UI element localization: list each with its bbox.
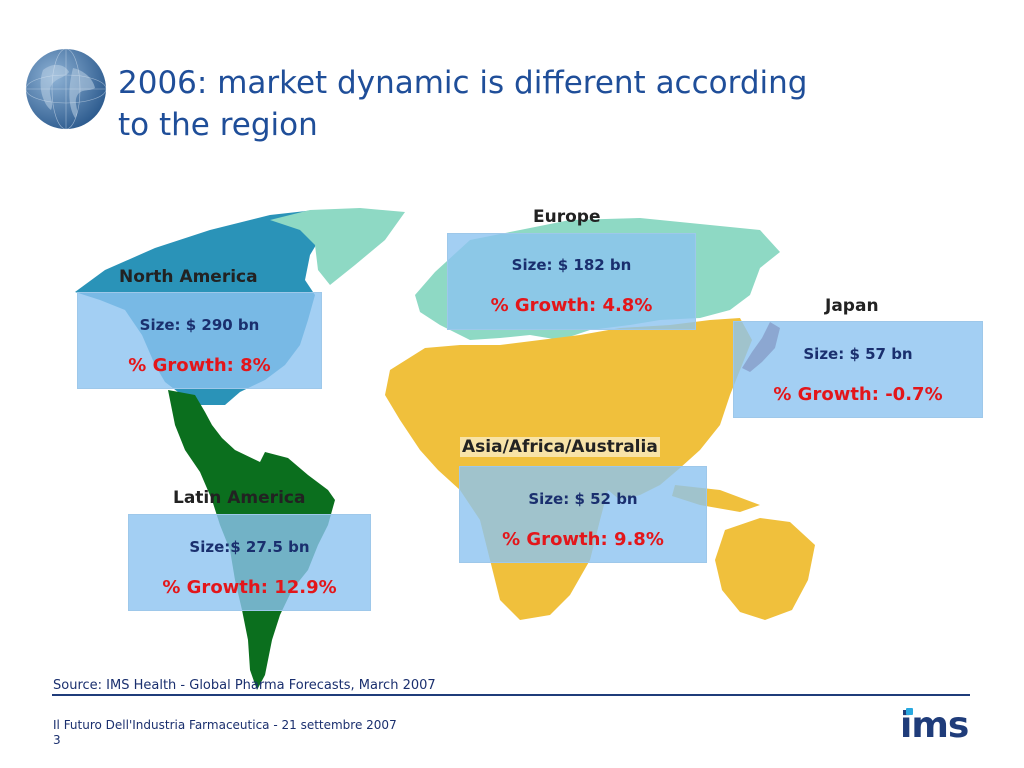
latin-america-growth: % Growth: 12.9% <box>162 577 337 598</box>
ims-logo-dot <box>906 708 913 715</box>
europe-info-box: Size: $ 182 bn % Growth: 4.8% <box>447 233 696 330</box>
source-note: Source: IMS Health - Global Pharma Forec… <box>53 678 436 693</box>
japan-growth: % Growth: -0.7% <box>773 384 943 405</box>
label-japan: Japan <box>825 296 879 316</box>
label-latin-america: Latin America <box>173 488 306 508</box>
latin-america-size: Size:$ 27.5 bn <box>189 538 310 556</box>
label-asia-africa-australia: Asia/Africa/Australia <box>460 437 660 457</box>
latin-america-info-box: Size:$ 27.5 bn % Growth: 12.9% <box>128 514 371 611</box>
asia-africa-australia-info-box: Size: $ 52 bn % Growth: 9.8% <box>459 466 707 563</box>
north-america-growth: % Growth: 8% <box>128 355 271 376</box>
asia-africa-australia-size: Size: $ 52 bn <box>528 490 638 508</box>
globe-icon <box>25 48 107 130</box>
north-america-size: Size: $ 290 bn <box>139 316 260 334</box>
footer-divider <box>52 694 970 696</box>
greenland-region <box>270 208 405 285</box>
australia-region <box>715 518 815 620</box>
north-america-info-box: Size: $ 290 bn % Growth: 8% <box>77 292 322 389</box>
asia-africa-australia-growth: % Growth: 9.8% <box>502 529 664 550</box>
slide-title: 2006: market dynamic is different accord… <box>118 65 808 143</box>
footer-text: Il Futuro Dell'Industria Farmaceutica - … <box>53 718 397 732</box>
japan-size: Size: $ 57 bn <box>803 345 913 363</box>
label-north-america: North America <box>119 267 258 287</box>
europe-size: Size: $ 182 bn <box>511 256 632 274</box>
label-europe: Europe <box>533 207 601 227</box>
japan-info-box: Size: $ 57 bn % Growth: -0.7% <box>733 321 983 418</box>
page-number: 3 <box>53 733 61 747</box>
europe-growth: % Growth: 4.8% <box>490 295 653 316</box>
